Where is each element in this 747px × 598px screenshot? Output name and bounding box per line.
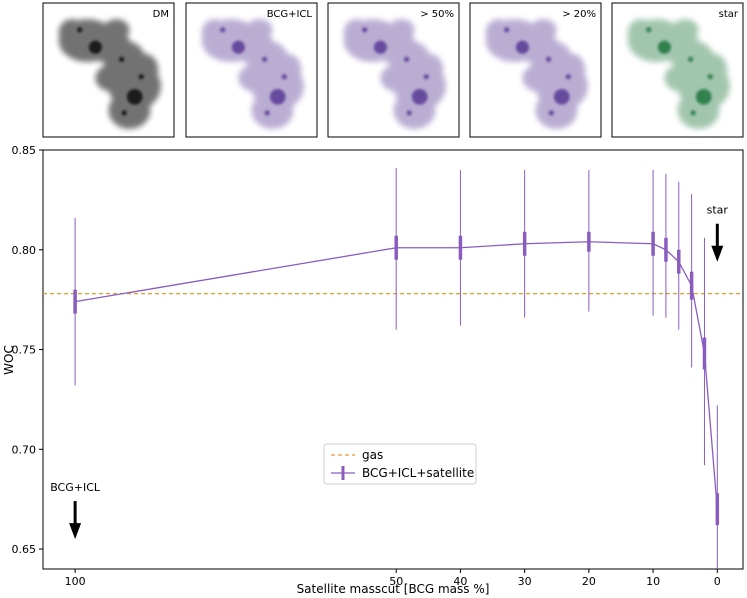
y-tick-label: 0.85 [12,144,37,157]
thumbnail-image [58,19,161,129]
thumbnail-label: > 20% [562,9,596,20]
x-tick-label: 10 [646,575,660,588]
x-tick-label: 50 [389,575,403,588]
thumbnail-label: DM [153,9,169,20]
legend-series-label: BCG+ICL+satellite [362,466,474,480]
annotation-label: BCG+ICL [50,481,101,494]
annotation-layer: BCG+ICL star [50,204,729,540]
thumbnail-2: BCG+ICL [185,2,318,138]
thumbnail-image [627,19,730,129]
thumbnail-image [485,19,588,129]
x-tick-label: 20 [582,575,596,588]
thumbnail-label: BCG+ICL [267,9,313,20]
thumbnail-label: > 50% [420,9,454,20]
annotation-label: star [707,204,729,217]
y-tick-label: 0.75 [12,344,37,357]
legend-gas-label: gas [362,448,383,462]
thumbnail-image [343,19,446,129]
x-tick-label: 0 [714,575,721,588]
thumbnail-5: star [611,2,744,138]
thumbnail-row: DM BCG+ICL > 50% > 20% star [42,2,744,138]
x-tick-label: 100 [65,575,86,588]
legend: gas BCG+ICL+satellite [323,443,477,485]
legend-box [323,443,477,485]
annotation-bcg-icl: BCG+ICL [50,481,101,540]
arrow-down-icon [69,523,82,540]
y-tick-label: 0.70 [12,443,37,456]
thumbnail-image [201,19,304,129]
thumbnail-4: > 20% [469,2,602,138]
thumbnail-3: > 50% [327,2,460,138]
series-layer [43,167,743,569]
arrow-down-icon [711,245,724,262]
annotation-star: star [707,204,729,262]
y-axis-label: WOC [2,345,16,375]
x-axis-label: Satellite masscut [BCG mass %] [297,582,490,596]
y-tick-label: 0.65 [12,543,37,556]
plot-frame [42,149,744,570]
y-axis: 0.65 0.70 0.75 0.80 0.85 [12,144,43,556]
thumbnail-label: star [719,9,739,20]
x-axis: 100 50 40 30 20 10 0 [65,569,721,588]
y-tick-label: 0.80 [12,244,37,257]
plot-area: 0.650.700.750.800.85 100 50 40 30 20 10 0 BCG+… [2,144,744,596]
thumbnail-1: DM [42,2,175,138]
x-tick-label: 30 [518,575,532,588]
x-tick-label: 40 [453,575,467,588]
